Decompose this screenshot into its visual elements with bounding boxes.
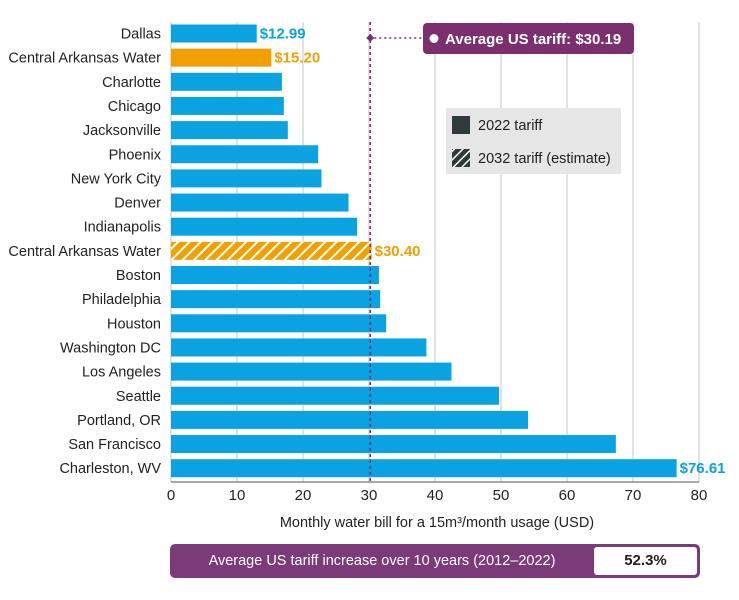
category-label: Phoenix xyxy=(109,147,162,163)
x-tick-label: 0 xyxy=(167,487,175,504)
category-label: Washington DC xyxy=(60,340,161,356)
bar xyxy=(171,145,319,164)
category-label: Philadelphia xyxy=(82,292,162,308)
category-label: Boston xyxy=(116,268,161,284)
category-label: Indianapolis xyxy=(84,220,161,236)
summary-value: 52.3% xyxy=(594,547,697,575)
average-marker xyxy=(366,34,375,42)
bar xyxy=(171,241,372,260)
x-axis-title: Monthly water bill for a 15m³/month usag… xyxy=(280,515,594,531)
average-callout xyxy=(423,23,634,54)
category-label: Houston xyxy=(107,316,161,332)
bar xyxy=(171,435,616,454)
bar xyxy=(171,386,500,405)
callout-dot xyxy=(427,32,441,45)
category-label: Central Arkansas Water xyxy=(8,51,161,67)
category-label: Dallas xyxy=(121,27,161,43)
x-tick-label: 20 xyxy=(295,487,312,504)
summary-label: Average US tariff increase over 10 years… xyxy=(208,553,556,569)
category-label: Seattle xyxy=(116,389,161,405)
category-label: Jacksonville xyxy=(83,123,161,139)
category-label: Central Arkansas Water xyxy=(8,244,161,260)
bar xyxy=(171,338,427,357)
bar xyxy=(171,96,284,115)
bar xyxy=(171,169,322,188)
bar xyxy=(171,24,257,43)
category-label: Denver xyxy=(114,196,161,212)
data-label: $30.40 xyxy=(375,243,421,260)
bar xyxy=(171,459,677,478)
bar xyxy=(171,193,349,212)
data-label: $12.99 xyxy=(260,26,306,43)
x-tick-label: 40 xyxy=(427,487,444,504)
category-label: Charleston, WV xyxy=(59,461,161,477)
bar xyxy=(171,290,381,309)
category-label: Los Angeles xyxy=(82,365,161,381)
category-label: Charlotte xyxy=(102,75,161,91)
legend-label: 2032 tariff (estimate) xyxy=(478,151,611,167)
x-tick-label: 50 xyxy=(493,487,510,504)
summary-bar: Average US tariff increase over 10 years… xyxy=(170,544,700,578)
bar xyxy=(171,410,529,429)
category-label: New York City xyxy=(71,171,162,187)
bar xyxy=(171,72,282,91)
legend xyxy=(446,108,621,174)
legend-swatch-2022 xyxy=(452,116,470,134)
bar xyxy=(171,362,452,381)
average-callout-label: Average US tariff: $30.19 xyxy=(445,31,621,48)
x-tick-label: 70 xyxy=(625,487,642,504)
x-tick-label: 10 xyxy=(229,487,246,504)
category-label: San Francisco xyxy=(68,437,161,453)
legend-label: 2022 tariff xyxy=(478,118,543,134)
x-tick-label: 80 xyxy=(691,487,708,504)
x-tick-label: 30 xyxy=(361,487,378,504)
category-label: Chicago xyxy=(108,99,161,115)
category-label: Portland, OR xyxy=(77,413,161,429)
data-label: $76.61 xyxy=(680,460,726,477)
data-label: $15.20 xyxy=(274,50,320,67)
bar xyxy=(171,314,387,333)
bar xyxy=(171,48,272,67)
legend-swatch-2032 xyxy=(452,149,470,167)
bar xyxy=(171,266,379,284)
bar xyxy=(171,217,358,236)
bar xyxy=(171,121,288,140)
bar-chart: 0 10 20 30 40 50 60 70 80 Dallas $12.99 Central Ark… xyxy=(8,22,726,531)
x-tick-label: 60 xyxy=(559,487,576,504)
